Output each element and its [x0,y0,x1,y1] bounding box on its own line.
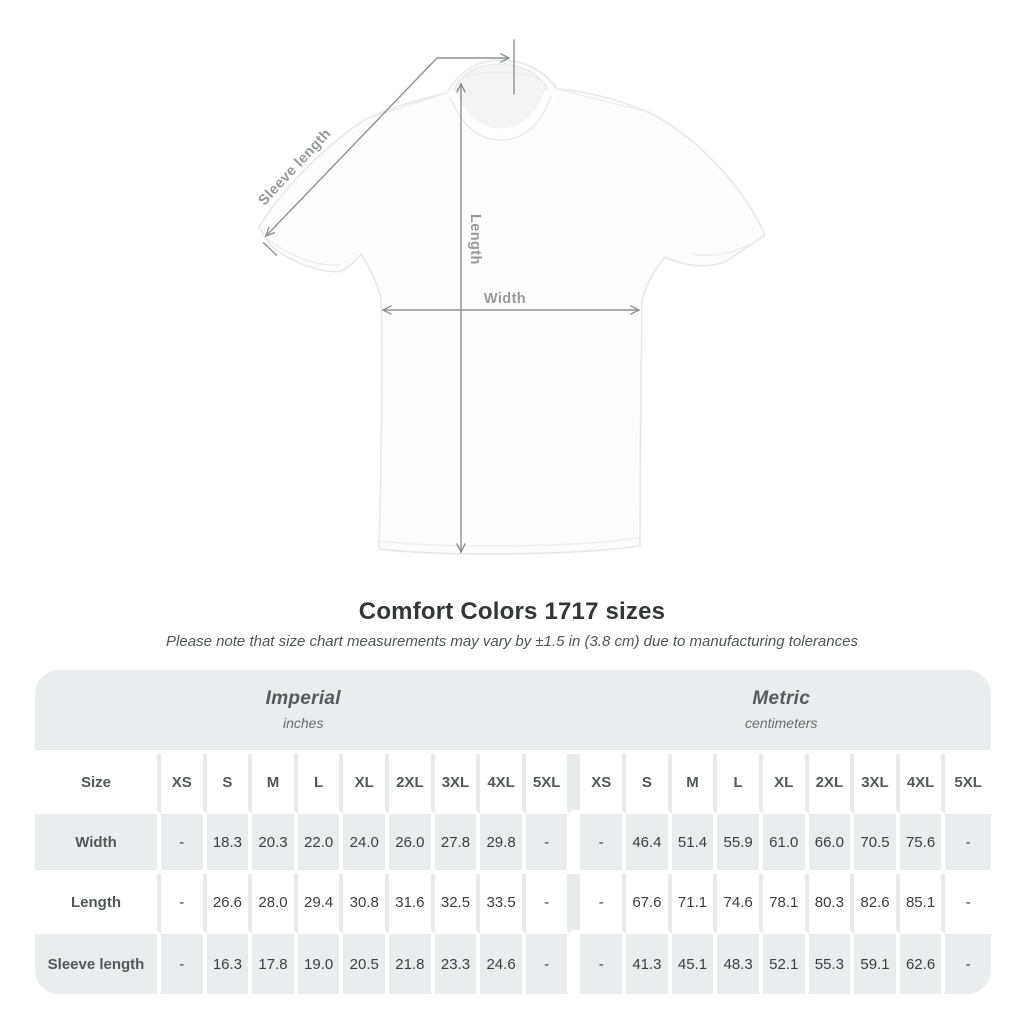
size-header: XL [762,754,809,814]
size-header: S [206,754,253,814]
table-cell: - [945,874,991,934]
table-cell: 28.0 [252,874,298,934]
metric-unit: centimeters [745,714,818,731]
table-cell: - [525,874,572,934]
size-header: 3XL [854,754,900,814]
table-cell: 32.5 [434,874,481,934]
table-cell: - [945,934,991,994]
size-header: L [297,754,344,814]
table-cell: 45.1 [671,934,718,994]
row-label: Width [35,814,161,874]
table-cell: 67.6 [626,874,672,934]
table-cell: 22.0 [297,814,344,874]
title-block: Comfort Colors 1717 sizes Please note th… [0,598,1024,650]
size-header: XS [580,754,627,814]
imperial-group-header: Imperial inches [35,670,571,754]
table-cell: 66.0 [808,814,855,874]
tolerance-note: Please note that size chart measurements… [166,633,858,650]
table-cell: 80.3 [808,874,855,934]
width-dimension-line [381,305,641,315]
table-cell: - [580,814,627,874]
column-spacer [571,874,581,934]
size-header: M [671,754,718,814]
page-title: Comfort Colors 1717 sizes [358,598,666,625]
sleeve-length-dimension-line [262,39,515,256]
size-column-header: Size [35,754,161,814]
table-cell: 26.0 [389,814,435,874]
table-cell: 71.1 [671,874,718,934]
table-cell: 27.8 [434,814,481,874]
table-header-background [35,670,991,754]
table-cell: 55.9 [717,814,763,874]
table-cell: - [161,934,207,994]
size-header: XL [343,754,390,814]
table-cell: - [525,934,572,994]
table-cell: - [945,814,991,874]
table-cell: - [161,814,207,874]
length-label: Length [467,214,483,265]
table-cell: 31.6 [389,874,435,934]
table-cell: 26.6 [206,874,253,934]
imperial-label: Imperial [265,687,341,709]
table-cell: 24.6 [480,934,526,994]
table-cell: - [161,874,207,934]
table-cell: 70.5 [854,814,900,874]
size-header: M [252,754,298,814]
size-header: S [626,754,672,814]
table-cell: 20.5 [343,934,390,994]
imperial-unit: inches [283,714,324,731]
table-cell: 51.4 [671,814,718,874]
size-header: 4XL [899,754,946,814]
table-cell: 62.6 [899,934,946,994]
size-header: L [717,754,763,814]
tshirt-diagram: Sleeve length Length Width [256,39,766,555]
size-header: 3XL [434,754,481,814]
column-spacer [571,934,581,994]
table-cell: 82.6 [854,874,900,934]
table-cell: 46.4 [626,814,672,874]
size-header: 5XL [525,754,572,814]
size-header: 5XL [945,754,991,814]
table-cell: 21.8 [389,934,435,994]
width-label: Width [484,291,526,307]
metric-group-header: Metric centimeters [571,670,991,754]
table-cell: 33.5 [480,874,526,934]
table-cell: 17.8 [252,934,298,994]
table-cell: 20.3 [252,814,298,874]
table-cell: 16.3 [206,934,253,994]
table-cell: 29.8 [480,814,526,874]
table-cell: 23.3 [434,934,481,994]
table-cell: 48.3 [717,934,763,994]
table-cell: 74.6 [717,874,763,934]
table-cell: 52.1 [762,934,809,994]
table-cell: 78.1 [762,874,809,934]
size-header: 4XL [480,754,526,814]
table-cell: - [525,814,572,874]
size-header: 2XL [389,754,435,814]
column-spacer [571,814,581,874]
metric-label: Metric [752,687,811,709]
size-header: 2XL [808,754,855,814]
table-cell: 75.6 [899,814,946,874]
table-cell: 19.0 [297,934,344,994]
table-cell: 29.4 [297,874,344,934]
length-dimension-line [456,82,466,554]
table-cell: 41.3 [626,934,672,994]
tshirt-graphic [258,59,766,555]
table-cell: - [580,934,627,994]
table-cell: 55.3 [808,934,855,994]
table-cell: 24.0 [343,814,390,874]
column-spacer [571,754,581,814]
table-cell: 85.1 [899,874,946,934]
table-cell: - [580,874,627,934]
row-label: Length [35,874,161,934]
table-cell: 61.0 [762,814,809,874]
table-cell: 59.1 [854,934,900,994]
table-cell: 18.3 [206,814,253,874]
size-table: Imperial inches Metric centimeters Size X… [35,670,991,994]
row-label: Sleeve length [35,934,161,994]
size-header: XS [161,754,207,814]
table-cell: 30.8 [343,874,390,934]
